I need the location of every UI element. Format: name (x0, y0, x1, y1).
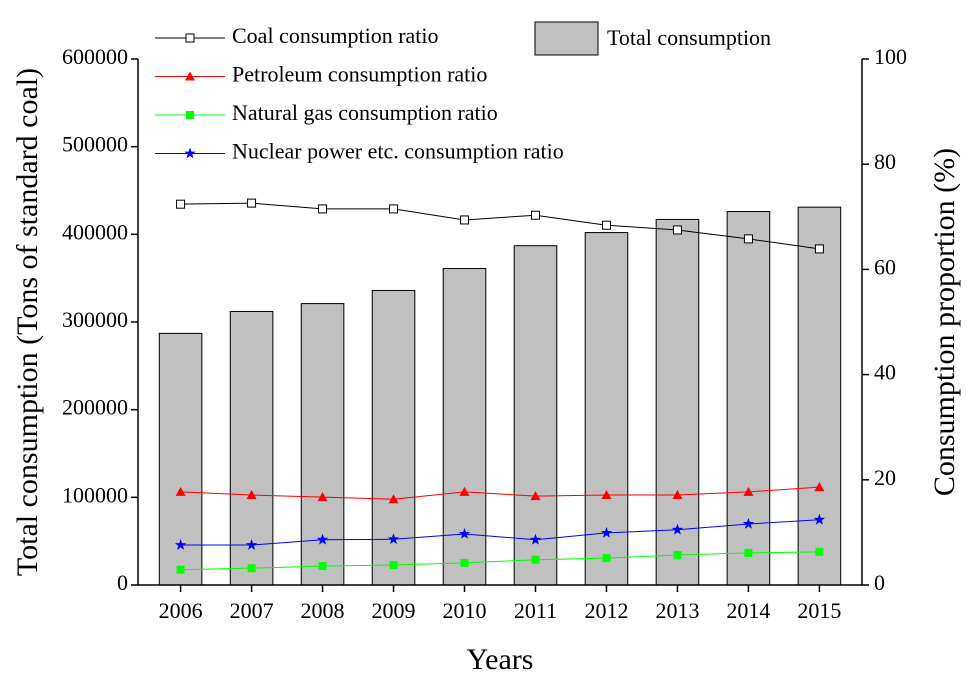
point (388, 494, 399, 504)
point (601, 220, 611, 230)
y-tick-label: 500000 (62, 132, 128, 157)
legend-label: Coal consumption ratio (232, 23, 439, 48)
bar (513, 245, 558, 586)
x-tick-label: 2011 (514, 598, 557, 623)
point (602, 554, 611, 563)
point (317, 492, 328, 502)
point (673, 551, 682, 560)
point (387, 533, 400, 545)
y-tick-label: 100000 (62, 482, 128, 507)
legend-label: Natural gas consumption ratio (232, 100, 498, 125)
series-line (180, 519, 820, 546)
y2-tick-label: 40 (874, 360, 896, 385)
bar (442, 268, 487, 586)
point (814, 244, 824, 254)
legend-swatch (534, 21, 599, 56)
point (743, 486, 754, 496)
x-tick-label: 2010 (443, 598, 487, 623)
y2-tick-label: 80 (874, 149, 896, 174)
point (600, 526, 613, 538)
x-tick-label: 2006 (159, 598, 203, 623)
y-tick-label: 400000 (62, 219, 128, 244)
point (318, 204, 328, 214)
legend-marker (184, 147, 196, 159)
y2-tick-label: 0 (874, 570, 885, 595)
x-tick-label: 2014 (726, 598, 770, 623)
y-tick-label: 600000 (62, 44, 128, 69)
bar (300, 303, 345, 586)
point (176, 565, 185, 574)
bar (584, 232, 629, 586)
point (743, 234, 753, 244)
series-line (180, 551, 820, 571)
point (460, 558, 469, 567)
point (389, 204, 399, 214)
point (245, 539, 258, 550)
y2-tick-label: 100 (874, 44, 907, 69)
bar (726, 211, 771, 586)
y-axis-label: Total consumption (Tons of standard coal… (11, 68, 44, 576)
point (247, 198, 257, 208)
legend-marker (186, 111, 194, 119)
point (742, 518, 755, 529)
point (316, 533, 329, 545)
point (815, 547, 824, 556)
x-tick-label: 2015 (797, 598, 841, 623)
point (744, 548, 753, 557)
legend-marker (185, 71, 195, 81)
point (174, 539, 187, 550)
point (247, 564, 256, 573)
series-line (180, 202, 820, 250)
point (531, 555, 540, 564)
point (318, 562, 327, 571)
point (176, 199, 186, 209)
point (459, 486, 470, 496)
point (530, 210, 540, 220)
x-axis-label: Years (467, 643, 534, 676)
x-tick-label: 2013 (655, 598, 699, 623)
x-tick-label: 2012 (584, 598, 628, 623)
series-line (180, 486, 820, 500)
point (460, 215, 470, 225)
point (175, 486, 186, 496)
point (601, 490, 612, 500)
legend-label: Petroleum consumption ratio (232, 62, 487, 87)
x-tick-label: 2009 (372, 598, 416, 623)
point (246, 490, 257, 500)
point (814, 482, 825, 492)
y-tick-label: 0 (117, 570, 128, 595)
point (813, 513, 826, 525)
bar (371, 289, 416, 586)
point (529, 533, 542, 545)
y2-axis-label: Consumption proportion (%) (928, 148, 961, 496)
y-tick-label: 300000 (62, 307, 128, 332)
point (671, 523, 684, 535)
legend-label: Total consumption (607, 25, 771, 50)
legend-marker (185, 33, 195, 43)
x-tick-label: 2007 (230, 598, 274, 623)
point (672, 225, 682, 235)
y-tick-label: 200000 (62, 395, 128, 420)
point (530, 491, 541, 501)
x-tick-label: 2008 (301, 598, 345, 623)
point (672, 490, 683, 500)
point (458, 528, 471, 539)
bar (797, 206, 842, 586)
point (389, 561, 398, 570)
y2-tick-label: 60 (874, 254, 896, 279)
legend-label: Nuclear power etc. consumption ratio (232, 139, 564, 164)
y2-tick-label: 20 (874, 465, 896, 490)
